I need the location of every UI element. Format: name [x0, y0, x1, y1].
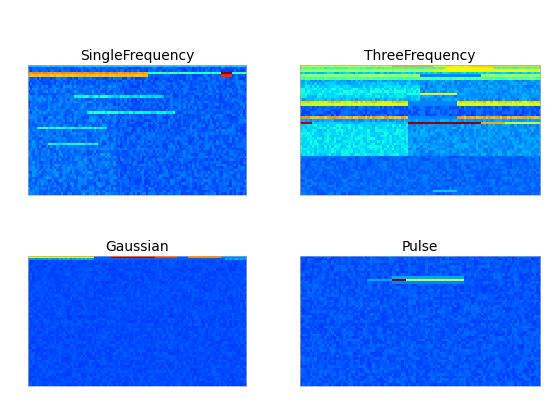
Title: SingleFrequency: SingleFrequency — [80, 49, 194, 63]
Title: Gaussian: Gaussian — [105, 240, 169, 254]
Title: ThreeFrequency: ThreeFrequency — [364, 49, 476, 63]
Title: Pulse: Pulse — [402, 240, 438, 254]
